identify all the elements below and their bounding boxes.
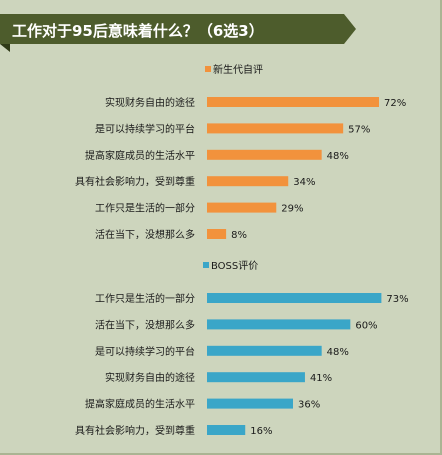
chart-1-category-label: 活在当下，没想那么多 <box>95 228 195 241</box>
chart-2-legend-swatch <box>203 262 209 268</box>
chart-2-bar <box>207 372 305 383</box>
chart-2-bar <box>207 345 322 356</box>
chart-1-value-label: 72% <box>384 98 406 109</box>
chart-1-bar <box>207 123 344 134</box>
chart-2-category-label: 工作只是生活的一部分 <box>95 292 195 305</box>
chart-1-bar <box>207 202 277 213</box>
chart-1-category-label: 是可以持续学习的平台 <box>95 122 195 135</box>
chart-2-category-label: 具有社会影响力，受到尊重 <box>75 424 195 437</box>
banner-fold <box>0 44 10 52</box>
chart-2-value-label: 16% <box>250 426 272 437</box>
chart-1-value-label: 29% <box>281 204 303 215</box>
chart-2-value-label: 73% <box>386 294 408 305</box>
chart-2-category-label: 提高家庭成员的生活水平 <box>85 398 195 411</box>
chart-1-category-label: 提高家庭成员的生活水平 <box>85 149 195 162</box>
chart-1-bar <box>207 149 322 160</box>
chart-1-category-label: 工作只是生活的一部分 <box>95 202 195 215</box>
chart-2-value-label: 48% <box>327 347 349 358</box>
chart-2-value-label: 60% <box>355 320 377 331</box>
chart-1-value-label: 8% <box>231 230 247 241</box>
chart-2-bar <box>207 293 382 303</box>
chart-2-bar <box>207 425 246 435</box>
chart-2-category-label: 活在当下，没想那么多 <box>95 318 195 331</box>
chart-2-bar <box>207 319 351 330</box>
page-title: 工作对于95后意味着什么？（6选3） <box>12 22 264 40</box>
chart-1-category-label: 实现财务自由的途径 <box>105 96 195 109</box>
chart-1-category-label: 具有社会影响力，受到尊重 <box>75 175 195 188</box>
chart-2-legend-label: BOSS评价 <box>211 260 258 272</box>
chart-2-category-label: 是可以持续学习的平台 <box>95 345 195 358</box>
chart-2-category-label: 实现财务自由的途径 <box>105 371 195 384</box>
title-banner <box>0 14 356 52</box>
chart-2-value-label: 36% <box>298 400 320 411</box>
chart-1-legend-swatch <box>205 66 211 72</box>
chart-1-value-label: 57% <box>348 124 370 135</box>
chart-1-legend-label: 新生代自评 <box>213 63 263 76</box>
chart-1-value-label: 48% <box>327 151 349 162</box>
chart-1-bar <box>207 176 289 187</box>
chart-1-bar <box>207 97 379 107</box>
banner-body <box>0 14 356 44</box>
chart-2-value-label: 41% <box>310 373 332 384</box>
chart-1-value-label: 34% <box>293 177 315 188</box>
chart-1-bar <box>207 229 227 239</box>
chart-2-bar <box>207 398 293 409</box>
